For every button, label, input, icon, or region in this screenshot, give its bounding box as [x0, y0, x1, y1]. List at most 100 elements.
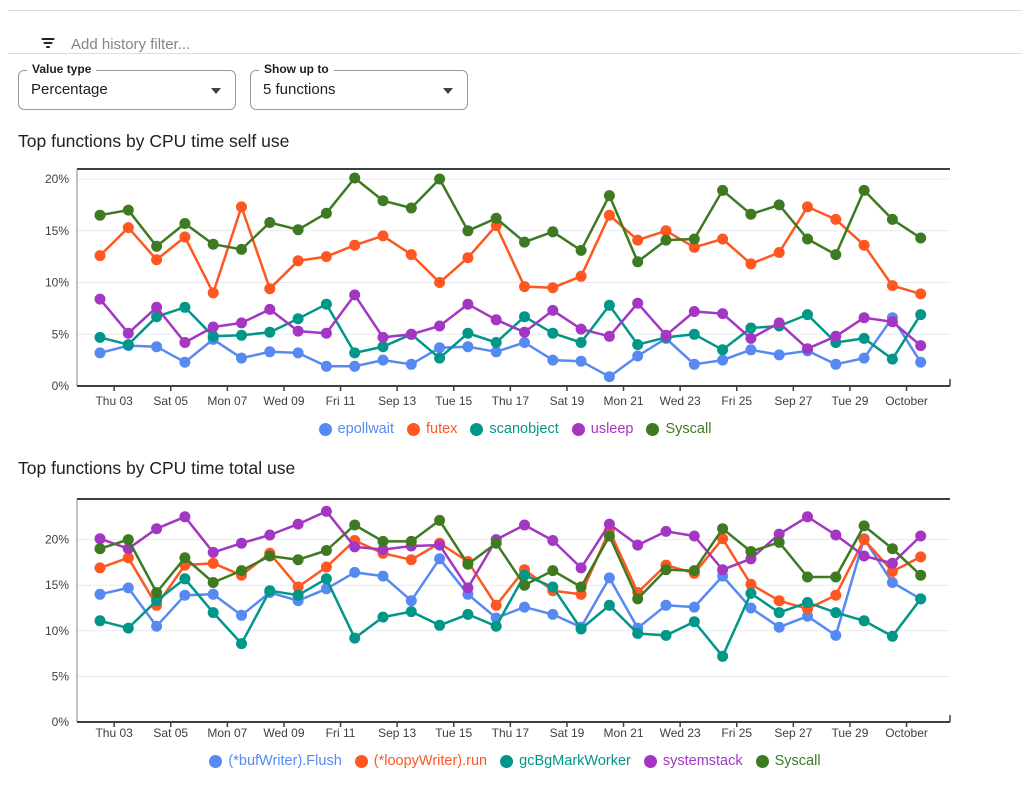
legend-dot-icon	[209, 754, 223, 768]
show-up-to-select[interactable]: Show up to 5 functions	[250, 62, 468, 110]
data-point	[830, 330, 842, 342]
data-point	[207, 577, 219, 588]
data-point	[858, 312, 870, 324]
data-point	[745, 587, 757, 599]
data-point	[632, 234, 644, 246]
legend-label: scanobject	[489, 421, 559, 437]
data-point	[858, 615, 870, 627]
x-axis-tick-label: Fri 11	[326, 726, 356, 740]
data-point	[830, 529, 842, 541]
x-axis-tick-label: Wed 09	[263, 726, 304, 740]
data-point	[151, 254, 163, 266]
data-point	[349, 566, 361, 578]
data-point	[830, 629, 842, 641]
data-point	[179, 356, 191, 368]
data-point	[802, 597, 813, 608]
data-point	[632, 539, 644, 551]
data-point	[405, 328, 417, 340]
data-point	[745, 332, 757, 344]
data-point	[603, 330, 615, 342]
data-point	[377, 570, 389, 582]
data-point	[915, 356, 927, 368]
data-point	[151, 311, 163, 323]
x-axis-tick-label: Mon 07	[207, 394, 247, 408]
legend-item: (*bufWriter).Flush	[209, 753, 342, 769]
data-point	[915, 232, 927, 244]
data-point	[462, 225, 474, 237]
data-point	[236, 317, 247, 329]
legend-item: epollwait	[318, 421, 394, 437]
legend-label: systemstack	[662, 753, 743, 769]
dropdown-arrow-icon	[443, 88, 453, 94]
data-point	[179, 511, 191, 523]
legend-label: (*loopyWriter).run	[373, 753, 488, 769]
data-point	[434, 173, 446, 185]
data-point	[94, 250, 106, 262]
y-axis-tick-label: 5%	[52, 669, 70, 683]
legend-dot-icon	[354, 754, 368, 768]
legend-item: Syscall	[755, 753, 821, 769]
x-axis-tick-label: Fri 25	[721, 394, 752, 408]
legend-label: gcBgMarkWorker	[519, 753, 631, 769]
data-point	[405, 202, 417, 214]
data-point	[122, 204, 134, 216]
y-axis-tick-label: 20%	[45, 172, 69, 186]
data-point	[236, 243, 247, 255]
data-point	[802, 233, 813, 245]
data-point	[519, 601, 530, 613]
data-point	[405, 606, 417, 618]
cpu-total-use-chart[interactable]: 0% 5% 10% 15% 20% Thu 03 Sat 05 Mon 07 Wed 09 Fri…	[0, 486, 1030, 745]
data-point	[660, 599, 672, 611]
data-point	[519, 579, 530, 591]
data-point	[122, 222, 134, 234]
legend-item: systemstack	[643, 753, 743, 769]
data-point	[830, 607, 842, 619]
data-point	[745, 322, 757, 334]
data-point	[886, 280, 898, 292]
series-line	[99, 510, 922, 590]
cpu-total-chart-legend: (*bufWriter).Flush (*loopyWriter).run gcBg…	[0, 753, 1030, 769]
filter-list-icon[interactable]	[41, 38, 55, 50]
data-point	[490, 599, 502, 611]
data-point	[94, 347, 106, 359]
data-point	[603, 371, 615, 383]
cpu-self-use-chart[interactable]: 0% 5% 10% 15% 20% Thu 03 Sat 05 Mon 07 Wed 09 Fri…	[0, 158, 1030, 412]
data-point	[292, 589, 304, 601]
history-filter-input[interactable]	[71, 33, 671, 55]
data-point	[773, 595, 785, 607]
data-point	[717, 523, 729, 535]
data-point	[886, 213, 898, 225]
data-point	[575, 562, 587, 574]
data-point	[377, 230, 389, 242]
data-point	[490, 346, 502, 358]
data-point	[886, 353, 898, 365]
data-point	[292, 518, 304, 530]
x-axis-tick-label: Wed 09	[263, 394, 304, 408]
data-point	[915, 593, 927, 605]
data-point	[915, 530, 927, 542]
data-point	[773, 247, 785, 258]
data-point	[802, 309, 813, 321]
y-axis-tick-label: 0%	[52, 379, 70, 393]
data-point	[632, 339, 644, 351]
data-point	[660, 525, 672, 537]
data-point	[915, 288, 927, 300]
value-type-select[interactable]: Value type Percentage	[18, 62, 236, 110]
data-point	[519, 337, 530, 348]
data-point	[575, 323, 587, 335]
data-point	[434, 539, 446, 551]
x-axis-tick-label: Fri 25	[721, 726, 752, 740]
x-axis-tick-label: Thu 03	[95, 726, 133, 740]
data-point	[462, 341, 474, 353]
x-axis-tick-label: Sat 05	[153, 394, 188, 408]
data-point	[151, 595, 163, 607]
data-point	[802, 571, 813, 583]
data-point	[462, 252, 474, 264]
data-point	[745, 602, 757, 614]
data-point	[575, 355, 587, 367]
x-axis-tick-label: Thu 03	[95, 394, 133, 408]
legend-item: Syscall	[646, 421, 711, 437]
data-point	[688, 601, 700, 613]
data-point	[858, 534, 870, 546]
data-point	[320, 207, 332, 219]
